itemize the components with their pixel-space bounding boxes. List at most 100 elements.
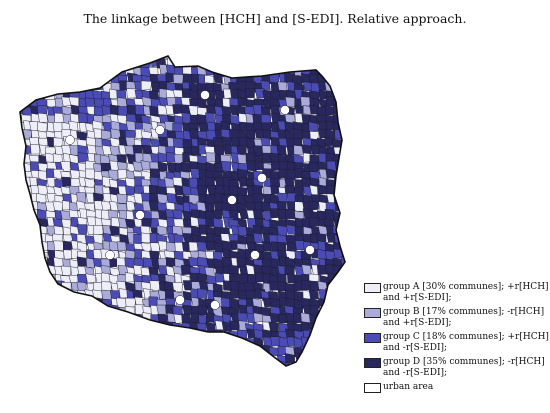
commune-cell — [333, 280, 345, 292]
commune-cell — [324, 312, 335, 323]
commune-cell — [340, 282, 345, 293]
commune-cell — [221, 337, 233, 348]
commune-cell — [22, 217, 34, 228]
commune-cell — [228, 362, 239, 366]
legend-item-group-b: group B [17% communes]; -r[HCH] and +r[S… — [364, 307, 550, 329]
commune-cell — [53, 257, 65, 268]
commune-cell — [317, 312, 329, 323]
urban-area-spot — [257, 173, 267, 183]
commune-cell — [44, 354, 55, 366]
commune-cell — [21, 322, 32, 333]
commune-cell — [173, 362, 184, 366]
commune-cell — [205, 240, 216, 251]
commune-cell — [14, 370, 24, 380]
commune-cell — [317, 361, 328, 366]
commune-cell — [54, 360, 65, 366]
commune-cell — [101, 281, 112, 292]
commune-cell — [92, 329, 103, 340]
commune-cell — [69, 323, 80, 334]
commune-cell — [85, 273, 97, 284]
commune-cell — [253, 232, 264, 244]
commune-cell — [20, 272, 26, 284]
commune-cell — [93, 57, 105, 68]
commune-cell — [44, 330, 55, 342]
commune-cell — [30, 320, 42, 331]
commune-cell — [293, 153, 304, 164]
commune-cell — [340, 89, 345, 100]
commune-cell — [109, 56, 120, 67]
commune-cell — [295, 371, 305, 381]
commune-cell — [279, 369, 289, 379]
commune-cell — [45, 314, 56, 325]
commune-cell — [311, 336, 322, 347]
commune-cell — [189, 354, 200, 365]
commune-cell — [198, 345, 209, 356]
commune-cell — [230, 58, 241, 70]
commune-cell — [158, 336, 170, 347]
commune-cell — [62, 314, 73, 326]
commune-cell — [101, 353, 113, 364]
commune-cell — [21, 90, 33, 101]
commune-cell — [93, 338, 104, 349]
commune-cell — [36, 280, 47, 291]
commune-cell — [45, 337, 56, 348]
commune-cell — [334, 370, 344, 380]
commune-cell — [29, 280, 41, 291]
commune-cell — [109, 145, 120, 156]
commune-cell — [102, 360, 113, 366]
commune-cell — [70, 82, 81, 93]
commune-cell — [333, 337, 344, 348]
commune-cell — [55, 321, 66, 333]
commune-cell — [197, 288, 208, 299]
commune-cell — [140, 345, 152, 357]
commune-cell — [254, 56, 265, 67]
commune-cell — [156, 330, 167, 341]
commune-cell — [61, 176, 72, 187]
commune-cell — [341, 81, 345, 92]
legend-label-urban: urban area — [383, 382, 434, 392]
commune-cell — [245, 129, 256, 140]
commune-cell — [252, 224, 263, 235]
commune-cell — [29, 225, 41, 236]
commune-cell — [20, 90, 26, 101]
commune-cell — [310, 347, 322, 358]
commune-cell — [77, 274, 88, 285]
commune-cell — [85, 370, 95, 380]
commune-cell — [53, 328, 65, 339]
commune-cell — [92, 320, 103, 332]
commune-cell — [93, 56, 104, 59]
commune-cell — [45, 72, 56, 83]
commune-cell — [101, 371, 111, 381]
commune-cell — [20, 314, 25, 326]
commune-cell — [237, 352, 248, 363]
commune-cell — [293, 56, 304, 60]
commune-cell — [20, 234, 24, 246]
commune-cell — [102, 328, 113, 340]
urban-area-spot — [65, 135, 75, 145]
commune-cell — [93, 225, 104, 236]
commune-cell — [261, 56, 273, 67]
commune-cell — [262, 363, 273, 366]
legend-label-group-a: group A [30% communes]; +r[HCH] and +r[S… — [383, 282, 549, 303]
commune-cell — [335, 361, 345, 366]
commune-cell — [172, 282, 183, 293]
commune-cell — [29, 249, 40, 260]
commune-cell — [94, 371, 104, 381]
commune-cell — [94, 361, 106, 366]
commune-cell — [261, 152, 272, 164]
commune-cell — [21, 240, 32, 251]
commune-cell — [20, 346, 31, 357]
urban-area-spot — [305, 245, 315, 255]
commune-cell — [221, 56, 233, 60]
commune-cell — [318, 56, 329, 60]
commune-cell — [181, 112, 192, 124]
commune-cell — [204, 353, 215, 365]
commune-cell — [214, 362, 226, 366]
commune-cell — [141, 80, 152, 91]
commune-cell — [20, 274, 32, 285]
commune-cell — [116, 97, 127, 108]
commune-cell — [135, 362, 146, 366]
commune-cell — [30, 144, 41, 155]
commune-cell — [30, 257, 41, 268]
commune-cell — [109, 225, 120, 236]
